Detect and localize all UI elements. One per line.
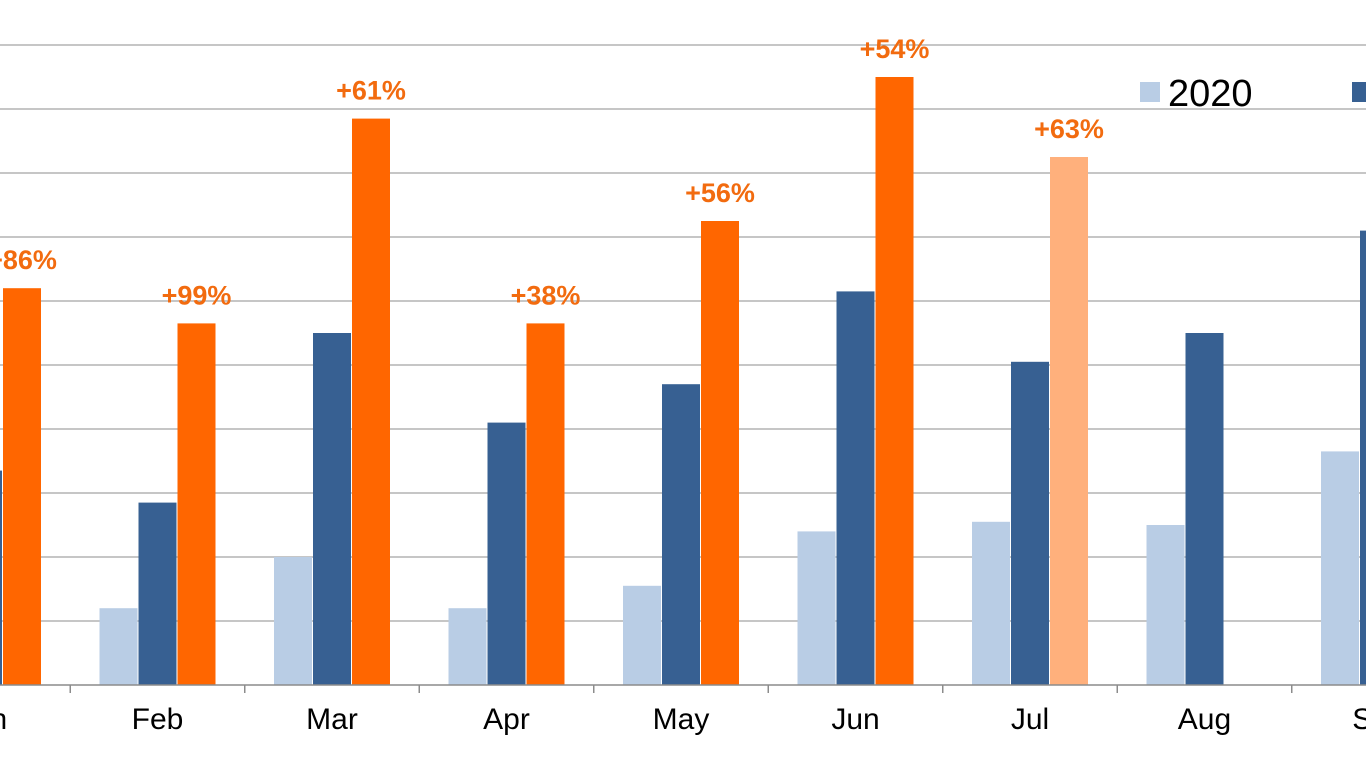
bar-jul-series-2: [1011, 361, 1049, 685]
data-label-jun: +54%: [860, 34, 930, 64]
bar-jun-series-2: [836, 291, 875, 685]
x-tick-labels: Jan Feb Mar Apr May Jun Jul Aug Sep: [0, 703, 1366, 736]
x-tick-label-jun: Jun: [831, 703, 879, 736]
bar-aug-series-2: [1185, 333, 1224, 685]
bar-may-series-3: [701, 221, 739, 685]
x-tick-label-mar: Mar: [306, 703, 358, 736]
bars: [0, 77, 1366, 686]
bar-jan-series-3: [3, 288, 41, 685]
bar-jan-series-2: [0, 470, 2, 685]
data-label-mar: +61%: [336, 76, 406, 106]
bar-jun-series-1: [797, 531, 836, 685]
bar-feb-series-3: [177, 323, 216, 685]
bar-may-series-1: [623, 585, 661, 685]
data-label-apr: +38%: [511, 280, 581, 310]
bar-mar-series-3: [352, 118, 390, 686]
data-label-jul: +63%: [1034, 114, 1104, 144]
bar-feb-series-1: [99, 608, 138, 685]
bar-apr-series-3: [526, 323, 565, 685]
bar-mar-series-2: [313, 333, 351, 685]
bar-may-series-2: [662, 384, 700, 685]
legend-swatch-series-1: [1140, 82, 1160, 102]
bar-sep-series-2: [1360, 230, 1366, 685]
data-label-jan: +86%: [0, 245, 57, 275]
x-tick-label-may: May: [653, 703, 710, 736]
legend-label-series-1: 2020: [1168, 73, 1253, 115]
bar-mar-series-1: [274, 557, 312, 685]
legend: 2020: [1140, 73, 1366, 115]
x-tick-label-feb: Feb: [132, 703, 184, 736]
bar-jun-series-3: [875, 77, 914, 685]
bar-jul-series-3: [1050, 157, 1088, 685]
x-tick-label-apr: Apr: [483, 703, 530, 736]
data-label-feb: +99%: [162, 280, 232, 310]
x-tick-label-sep: Sep: [1352, 703, 1366, 736]
bar-sep-series-1: [1321, 451, 1359, 685]
bar-jul-series-1: [972, 521, 1010, 685]
x-tick-label-jan: Jan: [0, 703, 7, 736]
gridlines: [0, 44, 1366, 622]
data-label-may: +56%: [685, 178, 755, 208]
bar-apr-series-1: [448, 608, 487, 685]
legend-swatch-series-2: [1352, 82, 1366, 102]
bar-apr-series-2: [487, 422, 526, 685]
x-axis: [0, 684, 1366, 693]
bar-aug-series-1: [1146, 525, 1185, 685]
x-tick-label-jul: Jul: [1011, 703, 1049, 736]
x-tick-label-aug: Aug: [1178, 703, 1231, 736]
bar-feb-series-2: [138, 502, 177, 685]
data-labels: +86% +99% +61% +38% +56% +54% +63%: [0, 34, 1104, 310]
